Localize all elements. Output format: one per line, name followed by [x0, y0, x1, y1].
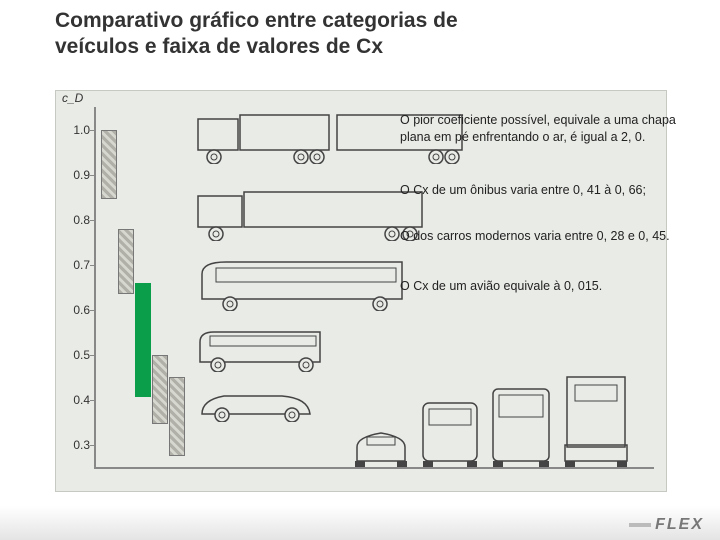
bus-front [489, 385, 553, 467]
logo-bar-icon [629, 523, 651, 527]
car-front [351, 412, 411, 467]
ytick: 1.0 [60, 123, 90, 137]
ytick: 0.4 [60, 393, 90, 407]
side-bus [196, 256, 406, 311]
y-axis-label: c_D [62, 91, 83, 105]
ytick: 0.6 [60, 303, 90, 317]
ytick: 0.9 [60, 168, 90, 182]
page-title: Comparativo gráfico entre categorias de … [55, 8, 655, 61]
x-axis [94, 467, 654, 469]
bar-van [152, 355, 168, 425]
bar-truck [118, 229, 134, 294]
ytick: 0.8 [60, 213, 90, 227]
van-front [419, 397, 481, 467]
bar-bus [135, 283, 151, 398]
ytick: 0.5 [60, 348, 90, 362]
title-line1: Comparativo gráfico entre categorias de [55, 9, 458, 32]
flex-logo: FLEX [629, 516, 704, 534]
annotation-2: O Cx de um ônibus varia entre 0, 41 à 0,… [400, 182, 690, 199]
annotation-1: O pior coeficiente possível, equivale a … [400, 112, 690, 146]
annotation-4: O Cx de um avião equivale à 0, 015. [400, 278, 690, 295]
side-truck [196, 186, 426, 241]
footer-gradient [0, 506, 720, 540]
bar-truck-trailer [101, 130, 117, 200]
bar-car [169, 377, 185, 456]
y-axis [94, 107, 96, 467]
ytick: 0.3 [60, 438, 90, 452]
ytick: 0.7 [60, 258, 90, 272]
truck-front [561, 375, 631, 467]
side-car [196, 386, 316, 422]
title-line2: veículos e faixa de valores de Cx [55, 35, 383, 58]
side-van [196, 326, 326, 372]
annotation-3: O dos carros modernos varia entre 0, 28 … [400, 228, 690, 245]
